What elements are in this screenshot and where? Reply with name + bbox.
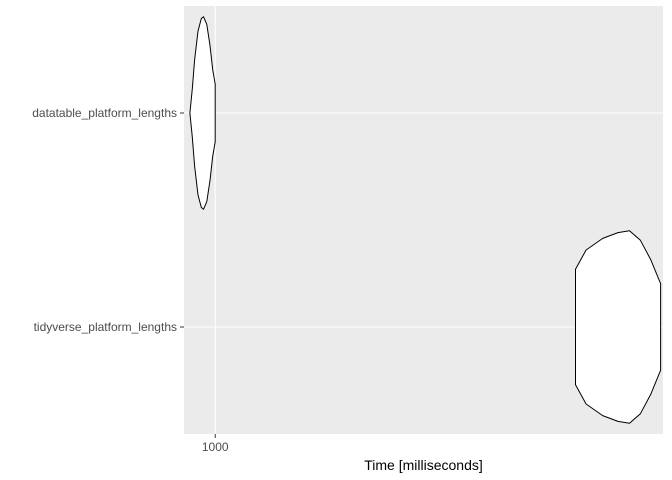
y-tick-label: tidyverse_platform_lengths xyxy=(34,320,177,334)
violin-layer xyxy=(189,16,662,424)
x-axis: 1000 xyxy=(202,434,229,454)
x-axis-title: Time [milliseconds] xyxy=(364,457,483,473)
y-axis: datatable_platform_lengths tidyverse_plat… xyxy=(32,106,184,334)
violin-datatable_platform_lengths xyxy=(189,16,216,210)
y-tick-label: datatable_platform_lengths xyxy=(32,106,177,120)
violin-tidyverse_platform_lengths xyxy=(575,230,662,424)
x-tick-label: 1000 xyxy=(202,440,229,454)
